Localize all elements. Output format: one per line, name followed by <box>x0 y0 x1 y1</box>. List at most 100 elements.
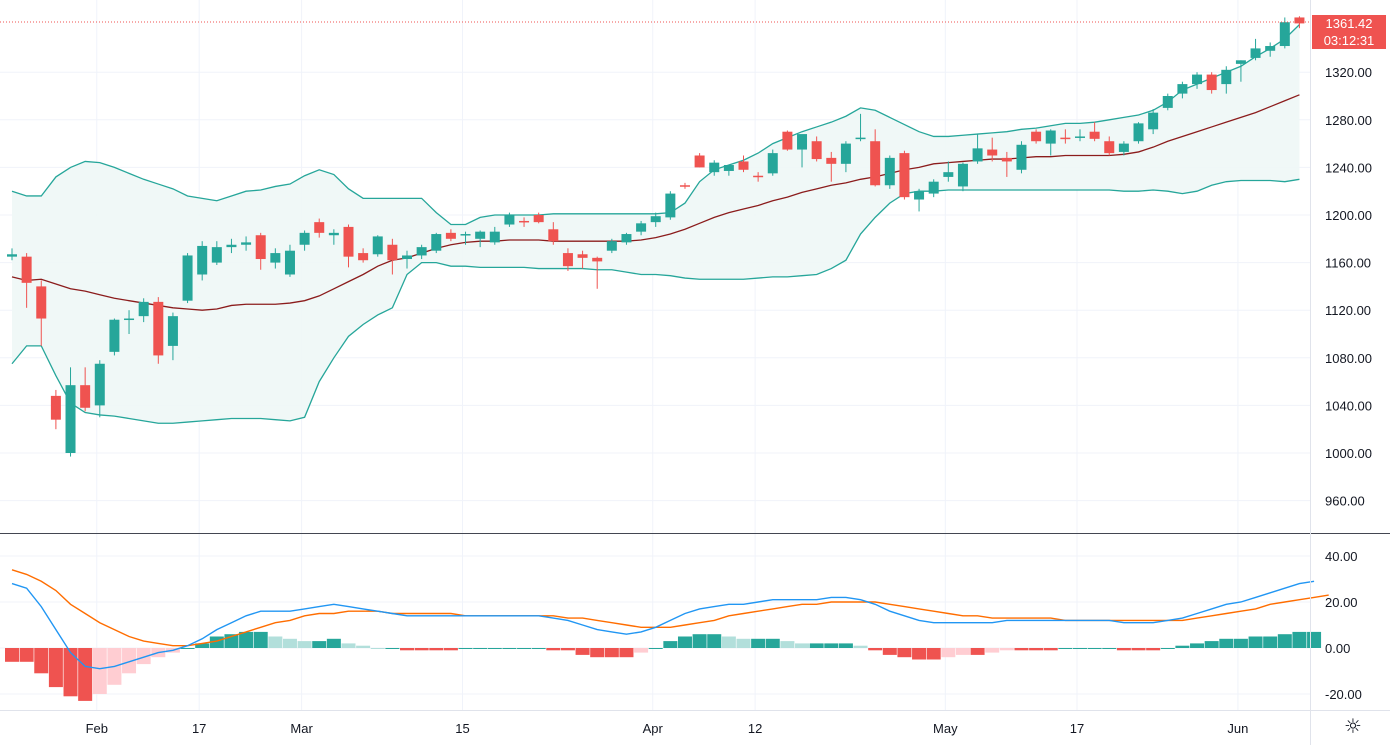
candle-body <box>284 250 295 275</box>
candle <box>694 153 705 168</box>
macd-histogram-bar <box>92 648 107 694</box>
macd-histogram-bar <box>575 648 590 655</box>
price-axis-label: 1080.00 <box>1325 351 1372 366</box>
macd-histogram-bar <box>1175 645 1190 648</box>
candle-body <box>299 232 310 245</box>
macd-histogram-bar <box>751 638 766 648</box>
candle <box>1031 129 1042 144</box>
macd-histogram-bar <box>122 648 137 674</box>
candle <box>460 231 471 245</box>
candle-body <box>519 220 530 223</box>
candle-body <box>797 134 808 150</box>
candle-body <box>138 301 149 317</box>
candle-body <box>636 223 647 232</box>
macd-histogram-bar <box>517 648 532 649</box>
candle-body <box>1133 123 1144 142</box>
candle <box>36 280 47 346</box>
candle <box>80 367 91 412</box>
candle-body <box>592 257 603 262</box>
candle-body <box>606 241 617 251</box>
candle-body <box>328 232 339 236</box>
candle-body <box>1221 69 1232 85</box>
macd-histogram-bar <box>970 648 985 655</box>
candle-body <box>694 155 705 168</box>
candle-body <box>445 232 456 239</box>
price-axis[interactable]: 960.00 1000.00 1040.00 1080.00 1120.00 1160.0… <box>1325 65 1372 508</box>
candle-body <box>460 234 471 236</box>
macd-histogram-bar <box>443 648 458 651</box>
macd-histogram-bar <box>1307 631 1322 648</box>
macd-histogram-bar <box>341 643 356 648</box>
candle-body <box>504 215 515 225</box>
candle-body <box>987 149 998 156</box>
macd-histogram-bar <box>1190 643 1205 648</box>
price-axis-label: 960.00 <box>1325 494 1365 509</box>
candle <box>753 172 764 182</box>
candle <box>153 297 164 364</box>
candle-body <box>1235 60 1246 64</box>
macd-histogram-bar <box>838 643 853 648</box>
candle <box>1235 60 1246 82</box>
candle-body <box>533 215 544 223</box>
macd-histogram-bar <box>941 648 956 658</box>
candle <box>592 256 603 289</box>
macd-histogram-bar <box>1248 636 1263 648</box>
macd-histogram-bar <box>1072 648 1087 649</box>
candle-body <box>1045 130 1056 144</box>
time-axis-label: 15 <box>455 721 469 736</box>
time-axis-label: May <box>933 721 958 736</box>
macd-axis-label: 20.00 <box>1325 595 1358 610</box>
candle-body <box>50 395 61 420</box>
macd-histogram-bar <box>34 648 49 674</box>
candle <box>899 150 910 200</box>
candle-body <box>489 231 500 243</box>
candle-body <box>753 175 764 178</box>
candle <box>972 134 983 164</box>
candle <box>1250 38 1261 61</box>
macd-histogram-bar <box>853 645 868 648</box>
macd-histogram-bar <box>1263 636 1278 648</box>
candle <box>577 250 588 269</box>
macd-histogram-bar <box>458 648 473 649</box>
candle-body <box>7 254 17 257</box>
time-axis[interactable]: Feb 17 Mar 15 Apr 12 May 17 Jun <box>86 721 1249 736</box>
candle-body <box>1148 112 1159 130</box>
time-axis-label: 17 <box>1070 721 1084 736</box>
macd-histogram-bar <box>677 636 692 648</box>
candle <box>840 141 851 173</box>
candle <box>475 230 486 248</box>
candle <box>621 232 632 245</box>
candle-body <box>723 165 734 171</box>
candle-body <box>840 143 851 164</box>
candle-body <box>211 247 222 263</box>
macd-histogram-bar <box>985 648 1000 653</box>
macd-histogram-bar <box>48 648 63 688</box>
macd-histogram-bar <box>634 648 649 653</box>
macd-histogram-bar <box>414 648 429 651</box>
macd-axis[interactable]: 40.00 20.00 0.00 -20.00 <box>1325 549 1362 702</box>
candle-body <box>343 226 354 257</box>
candle <box>226 238 237 254</box>
candle-body <box>1001 157 1012 162</box>
macd-histogram-bar <box>195 643 210 648</box>
macd-histogram-bar <box>5 648 19 662</box>
settings-gear-icon[interactable]: ☼ <box>1344 714 1362 738</box>
candle-body <box>167 316 178 346</box>
candle-body <box>1016 144 1027 170</box>
candle <box>211 241 222 265</box>
candle <box>50 389 61 430</box>
candle <box>723 165 734 176</box>
candle-body <box>621 234 632 243</box>
candle-body <box>387 244 398 261</box>
macd-histogram-bar <box>297 641 312 648</box>
macd-histogram-bar <box>531 648 546 649</box>
macd-histogram-bar <box>385 648 400 649</box>
candle <box>372 235 383 257</box>
candle-body <box>1060 137 1071 140</box>
price-axis-label: 1000.00 <box>1325 446 1372 461</box>
macd-histogram-bar <box>692 634 707 648</box>
candle-body <box>65 385 76 453</box>
candle <box>870 129 881 187</box>
candle-body <box>709 162 720 173</box>
